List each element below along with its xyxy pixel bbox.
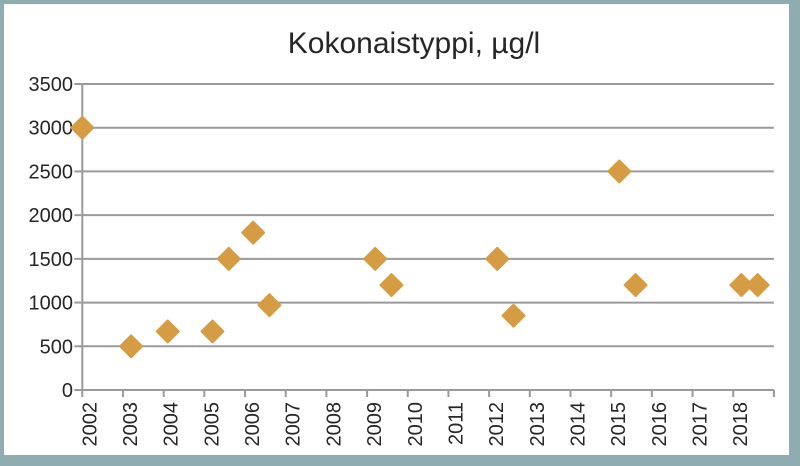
y-axis-label: 1500 xyxy=(29,249,74,271)
x-axis-label: 2012 xyxy=(486,402,508,447)
data-point-diamond[interactable] xyxy=(745,273,770,298)
x-axis-label: 2013 xyxy=(527,402,549,447)
y-axis-label: 2500 xyxy=(29,161,74,183)
data-point-diamond[interactable] xyxy=(607,159,632,184)
x-axis-label: 2008 xyxy=(323,402,345,447)
x-axis-label: 2014 xyxy=(567,402,589,447)
chart-background xyxy=(4,4,789,455)
data-point-diamond[interactable] xyxy=(119,334,144,359)
y-axis-label: 0 xyxy=(62,380,73,402)
data-point-diamond[interactable] xyxy=(200,319,225,344)
x-axis-label: 2006 xyxy=(242,402,264,447)
data-point-diamond[interactable] xyxy=(70,115,95,140)
x-axis-label: 2005 xyxy=(201,402,223,447)
data-point-diamond[interactable] xyxy=(379,273,404,298)
x-axis-label: 2018 xyxy=(730,402,752,447)
data-point-diamond[interactable] xyxy=(501,303,526,328)
y-axis-label: 3500 xyxy=(29,74,74,96)
x-axis-label: 2016 xyxy=(649,402,671,447)
data-point-diamond[interactable] xyxy=(729,273,754,298)
x-axis-label: 2009 xyxy=(364,402,386,447)
x-axis-label: 2015 xyxy=(608,402,630,447)
y-axis-labels: 0 500 1000 1500 2000 2500 3000 3500 xyxy=(29,74,74,402)
data-point-diamond[interactable] xyxy=(155,319,180,344)
x-axis-ticks xyxy=(81,390,775,397)
x-axis-label: 2010 xyxy=(405,402,427,447)
y-axis-label: 1000 xyxy=(29,293,74,315)
data-point-diamond[interactable] xyxy=(485,246,510,271)
chart-title: Kokonaistyppi, µg/l xyxy=(288,27,540,60)
x-axis-label: 2004 xyxy=(161,402,183,447)
data-point-diamond[interactable] xyxy=(363,246,388,271)
x-axis-label: 2017 xyxy=(690,402,712,447)
y-axis-label: 2000 xyxy=(29,205,74,227)
y-axis-label: 3000 xyxy=(29,118,74,140)
data-point-diamond[interactable] xyxy=(257,293,282,318)
data-point-series xyxy=(70,115,770,359)
x-axis-label: 2003 xyxy=(120,402,142,447)
x-axis-labels: 2002 2003 2004 2005 2006 2007 2008 2009 2010 2011… xyxy=(79,402,752,447)
x-axis-label: 2011 xyxy=(445,402,467,445)
data-point-diamond[interactable] xyxy=(623,273,648,298)
gridlines xyxy=(82,83,774,348)
data-point-diamond[interactable] xyxy=(241,220,266,245)
x-axis-label: 2002 xyxy=(79,402,101,447)
x-axis-label: 2007 xyxy=(283,402,305,447)
y-axis-label: 500 xyxy=(40,336,73,358)
data-point-diamond[interactable] xyxy=(216,246,241,271)
